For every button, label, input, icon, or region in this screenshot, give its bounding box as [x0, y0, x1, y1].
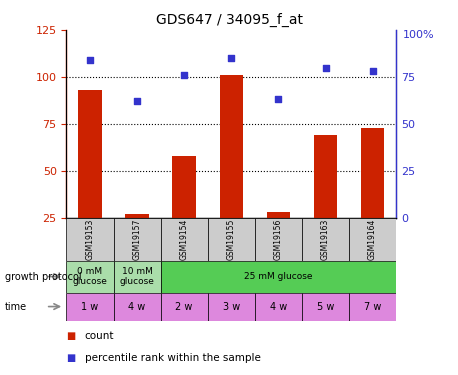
- Point: [133, 98, 141, 104]
- Bar: [66, 292, 114, 321]
- Bar: [114, 261, 161, 292]
- Bar: [302, 217, 349, 261]
- Text: GSM19154: GSM19154: [180, 218, 189, 260]
- Text: ■: ■: [66, 331, 76, 340]
- Bar: [267, 212, 290, 217]
- Bar: [208, 292, 255, 321]
- Bar: [349, 292, 396, 321]
- Text: time: time: [5, 302, 27, 312]
- Point: [228, 55, 235, 61]
- Bar: [208, 217, 255, 261]
- Bar: [255, 292, 302, 321]
- Bar: [78, 90, 102, 218]
- Text: 1 w: 1 w: [82, 302, 98, 312]
- Text: count: count: [85, 331, 114, 340]
- Bar: [66, 261, 114, 292]
- Text: 100%: 100%: [403, 30, 434, 40]
- Point: [275, 96, 282, 102]
- Text: GSM19164: GSM19164: [368, 218, 377, 260]
- Point: [369, 68, 376, 74]
- Text: 2 w: 2 w: [175, 302, 193, 312]
- Bar: [314, 135, 337, 218]
- Text: percentile rank within the sample: percentile rank within the sample: [85, 353, 261, 363]
- Text: 3 w: 3 w: [223, 302, 240, 312]
- Point: [180, 72, 188, 78]
- Bar: [161, 292, 208, 321]
- Text: ■: ■: [66, 353, 76, 363]
- Bar: [114, 217, 161, 261]
- Text: 5 w: 5 w: [317, 302, 334, 312]
- Text: GSM19156: GSM19156: [274, 218, 283, 260]
- Bar: [361, 128, 384, 218]
- Bar: [66, 217, 114, 261]
- Text: GSM19163: GSM19163: [321, 218, 330, 260]
- Text: GDS647 / 34095_f_at: GDS647 / 34095_f_at: [156, 13, 302, 27]
- Bar: [125, 214, 149, 217]
- Text: GSM19157: GSM19157: [132, 218, 142, 260]
- Bar: [255, 217, 302, 261]
- Bar: [219, 75, 243, 217]
- Bar: [161, 261, 396, 292]
- Bar: [302, 292, 349, 321]
- Bar: [114, 292, 161, 321]
- Text: 25 mM glucose: 25 mM glucose: [244, 272, 313, 281]
- Bar: [349, 217, 396, 261]
- Text: 0 mM
glucose: 0 mM glucose: [72, 267, 108, 286]
- Bar: [172, 156, 196, 218]
- Point: [322, 64, 329, 70]
- Text: growth protocol: growth protocol: [5, 272, 81, 282]
- Text: GSM19153: GSM19153: [86, 218, 94, 260]
- Text: 4 w: 4 w: [128, 302, 146, 312]
- Text: GSM19155: GSM19155: [227, 218, 236, 260]
- Text: 7 w: 7 w: [364, 302, 382, 312]
- Point: [86, 57, 93, 63]
- Text: 10 mM
glucose: 10 mM glucose: [120, 267, 154, 286]
- Text: 4 w: 4 w: [270, 302, 287, 312]
- Bar: [161, 217, 208, 261]
